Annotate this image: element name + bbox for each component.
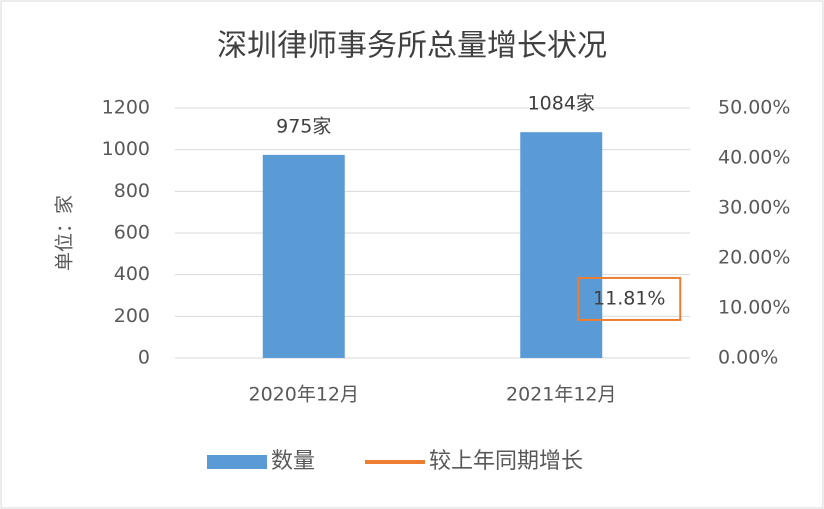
data-label: 11.81% (593, 287, 665, 309)
legend-label: 数量 (271, 449, 315, 474)
chart-title: 深圳律师事务所总量增长状况 (217, 29, 607, 64)
y-tick-label: 600 (114, 222, 150, 244)
y-tick-label: 400 (114, 263, 150, 285)
x-tick-label: 2020年12月 (248, 384, 359, 406)
y2-tick-label: 40.00% (718, 147, 790, 169)
y-axis-label: 单位：家 (54, 195, 76, 271)
y-tick-label: 1000 (102, 138, 150, 160)
y2-tick-label: 30.00% (718, 197, 790, 219)
legend-label: 较上年同期增长 (429, 449, 583, 474)
y2-tick-label: 0.00% (718, 347, 778, 369)
bar (520, 132, 603, 358)
y-tick-label: 0 (138, 347, 150, 369)
y2-tick-label: 10.00% (718, 297, 790, 319)
y2-tick-label: 20.00% (718, 247, 790, 269)
y-tick-label: 200 (114, 305, 150, 327)
y2-tick-label: 50.00% (718, 97, 790, 119)
data-label-box (577, 276, 682, 321)
y-tick-label: 1200 (102, 97, 150, 119)
data-label: 1084家 (528, 93, 595, 115)
y-tick-label: 800 (114, 180, 150, 202)
x-tick-label: 2021年12月 (506, 384, 617, 406)
bar (262, 154, 345, 358)
data-label: 975家 (276, 115, 331, 137)
legend-swatch (207, 455, 267, 469)
